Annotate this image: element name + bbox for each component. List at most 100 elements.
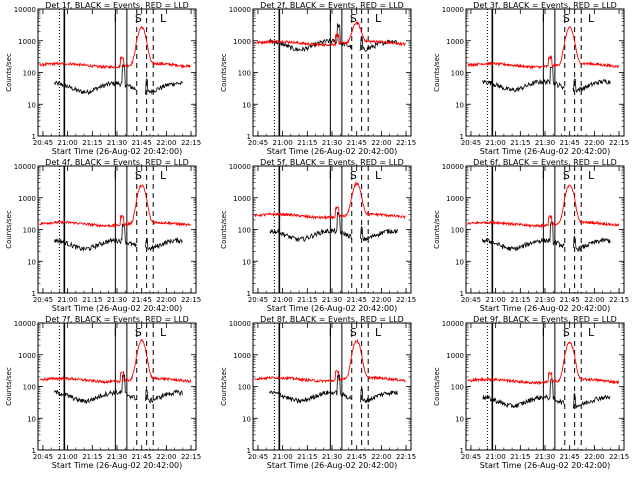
x-axis-label: Start Time (26-Aug-02 20:42:00) [267, 147, 398, 156]
interval-marker-S: S [135, 326, 142, 339]
red-series-line [39, 26, 191, 70]
y-tick-label: 10000 [229, 6, 251, 14]
interval-marker-L: L [588, 326, 595, 339]
x-axis-label: Start Time (26-Aug-02 20:42:00) [267, 461, 398, 470]
x-tick-label: 21:30 [535, 139, 555, 147]
black-series-line-tail [572, 78, 611, 93]
x-tick-label: 21:00 [58, 296, 78, 304]
interval-marker-S: S [350, 12, 357, 25]
y-tick-label: 100 [23, 70, 36, 78]
x-tick-label: 21:30 [322, 296, 342, 304]
x-tick-label: 22:00 [371, 296, 391, 304]
x-tick-label: 21:00 [273, 296, 293, 304]
interval-marker-L: L [160, 12, 167, 25]
y-tick-label: 10 [242, 415, 251, 423]
y-tick-label: 1000 [446, 352, 464, 360]
panel-3: Det 3f, BLACK = Events, RED = LLD Counts/… [433, 1, 629, 156]
x-tick-label: 20:45 [33, 453, 53, 461]
interval-marker-I: I [542, 326, 545, 339]
x-tick-label: 21:45 [560, 139, 580, 147]
x-tick-label: 20:45 [33, 296, 53, 304]
x-tick-label: 22:00 [371, 453, 391, 461]
y-tick-label: 10 [242, 258, 251, 266]
axes-frame [465, 165, 625, 294]
x-tick-label: 20:45 [461, 139, 481, 147]
panel-title: Det 4f, BLACK = Events, RED = LLD [45, 158, 189, 167]
black-series-line [482, 378, 565, 409]
x-tick-label: 21:15 [297, 139, 317, 147]
x-axis-label: Start Time (26-Aug-02 20:42:00) [267, 304, 398, 313]
y-tick-label: 100 [238, 384, 251, 392]
x-tick-label: 22:15 [396, 453, 416, 461]
y-tick-label: 10000 [229, 163, 251, 171]
y-tick-label: 10 [27, 415, 36, 423]
axes-frame [37, 165, 197, 294]
black-series-line-tail [572, 235, 611, 253]
black-series-line-tail [144, 236, 183, 252]
y-tick-label: 100 [238, 227, 251, 235]
y-tick-label: 100 [23, 384, 36, 392]
black-series-line-tail [359, 36, 398, 52]
y-axis-label: Counts/sec [433, 53, 441, 92]
x-tick-label: 20:45 [248, 453, 268, 461]
x-tick-label: 22:00 [371, 139, 391, 147]
x-axis-label: Start Time (26-Aug-02 20:42:00) [480, 147, 611, 156]
y-axis-label: Counts/sec [5, 53, 13, 92]
panel-title: Det 1f, BLACK = Events, RED = LLD [45, 1, 189, 10]
y-tick-label: 1000 [18, 38, 36, 46]
axes-frame [37, 322, 197, 451]
y-tick-label: 100 [451, 227, 464, 235]
red-series-line [254, 181, 406, 221]
interval-marker-L: L [588, 169, 595, 182]
red-series-line [467, 184, 620, 229]
x-tick-label: 21:15 [510, 453, 530, 461]
panel-title: Det 5f, BLACK = Events, RED = LLD [260, 158, 404, 167]
interval-marker-L: L [588, 12, 595, 25]
panel-7: Det 7f, BLACK = Events, RED = LLD Counts/… [5, 315, 201, 470]
x-tick-label: 22:15 [609, 453, 629, 461]
interval-marker-I: I [114, 169, 117, 182]
y-tick-label: 1000 [18, 352, 36, 360]
x-tick-label: 21:00 [273, 453, 293, 461]
interval-marker-S: S [563, 12, 570, 25]
y-axis-label: Counts/sec [220, 53, 228, 92]
black-series-line [54, 223, 137, 253]
interval-marker-I: I [542, 12, 545, 25]
x-tick-label: 20:45 [248, 296, 268, 304]
y-axis-label: Counts/sec [433, 210, 441, 249]
red-series-line [467, 25, 620, 70]
interval-marker-S: S [563, 169, 570, 182]
black-series-line-tail [572, 392, 611, 409]
y-axis-label: Counts/sec [5, 210, 13, 249]
x-tick-label: 21:45 [347, 453, 367, 461]
x-tick-label: 21:15 [297, 453, 317, 461]
y-axis-label: Counts/sec [220, 210, 228, 249]
y-tick-label: 100 [23, 227, 36, 235]
x-tick-label: 21:00 [486, 296, 506, 304]
panel-4: Det 4f, BLACK = Events, RED = LLD Counts/… [5, 158, 201, 313]
red-series-line [254, 20, 407, 48]
x-tick-label: 22:00 [584, 453, 604, 461]
x-tick-label: 21:00 [58, 139, 78, 147]
red-series-line [254, 338, 406, 384]
black-series-line-tail [144, 389, 183, 404]
axes-frame [465, 322, 625, 451]
y-axis-label: Counts/sec [220, 367, 228, 406]
interval-marker-I: I [542, 169, 545, 182]
x-tick-label: 20:45 [461, 296, 481, 304]
interval-marker-I: I [114, 326, 117, 339]
y-tick-label: 10000 [14, 320, 36, 328]
x-axis-label: Start Time (26-Aug-02 20:42:00) [480, 304, 611, 313]
x-tick-label: 21:45 [560, 453, 580, 461]
y-tick-label: 10000 [442, 6, 464, 14]
x-tick-label: 21:30 [322, 139, 342, 147]
y-tick-label: 1 [460, 290, 464, 298]
interval-marker-L: L [375, 12, 382, 25]
x-tick-label: 21:30 [322, 453, 342, 461]
x-tick-label: 21:00 [273, 139, 293, 147]
black-series-line [482, 221, 565, 252]
black-series-line [269, 374, 352, 404]
interval-marker-L: L [375, 326, 382, 339]
x-tick-label: 22:15 [609, 139, 629, 147]
black-series-line-tail [359, 225, 398, 242]
